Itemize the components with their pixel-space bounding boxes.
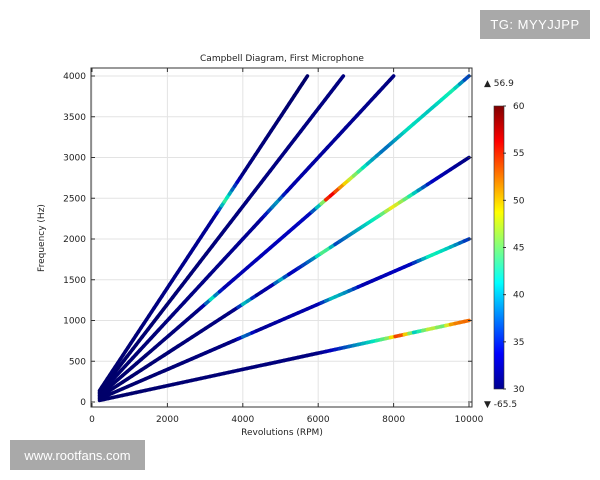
y-tick-label: 3000 <box>63 154 86 164</box>
colorbar-tick-label: 45 <box>513 244 524 254</box>
x-tick-label: 4000 <box>231 415 254 425</box>
x-tick-label: 6000 <box>307 415 330 425</box>
x-tick-label: 10000 <box>455 415 484 425</box>
colorbar-max-marker: ▲ 56.9 <box>484 79 514 89</box>
x-tick-label: 0 <box>89 415 95 425</box>
y-tick-label: 500 <box>69 357 86 367</box>
y-tick-label: 3500 <box>63 113 86 123</box>
watermark-top: TG: MYYJJPP <box>480 10 590 39</box>
series-order-4 <box>97 74 471 398</box>
y-tick-label: 1500 <box>63 276 86 286</box>
y-tick-label: 2500 <box>63 194 86 204</box>
y-tick-label: 4000 <box>63 72 86 82</box>
plot-frame <box>90 67 473 408</box>
y-tick-label: 0 <box>80 398 86 408</box>
series-order-6 <box>97 74 346 395</box>
series-segment <box>388 74 396 82</box>
colorbar-tick-label: 35 <box>513 338 524 348</box>
series-segment <box>338 74 346 82</box>
colorbar-ticks: 60 55 50 45 40 35 30 <box>503 102 525 395</box>
series-order-7 <box>97 74 310 393</box>
colorbar <box>493 105 505 390</box>
colorbar-tick-label: 40 <box>513 291 525 301</box>
series-order-2 <box>97 237 471 401</box>
colorbar-tick-label: 50 <box>513 196 525 206</box>
series-segment <box>462 74 471 82</box>
x-tick-label: 8000 <box>382 415 405 425</box>
colorbar-min-marker: ▼ -65.5 <box>484 400 517 410</box>
y-tick-label: 2000 <box>63 235 86 245</box>
colorbar-tick-label: 30 <box>513 385 525 395</box>
series-segment <box>303 74 310 82</box>
y-tick-label: 1000 <box>63 317 86 327</box>
y-axis-label: Frequency (Hz) <box>37 204 47 272</box>
colorbar-tick-label: 60 <box>513 102 525 112</box>
colorbar-tick-label: 55 <box>513 149 524 159</box>
x-axis-label: Revolutions (RPM) <box>241 428 323 438</box>
series-order-3 <box>97 155 471 399</box>
chart-title: Campbell Diagram, First Microphone <box>200 54 364 64</box>
series-lines <box>97 74 471 403</box>
watermark-bottom: www.rootfans.com <box>10 440 145 470</box>
x-tick-label: 2000 <box>156 415 179 425</box>
axis-ticks: 0 2000 4000 6000 8000 10000 0 500 1000 1500 2000 25… <box>63 68 484 425</box>
